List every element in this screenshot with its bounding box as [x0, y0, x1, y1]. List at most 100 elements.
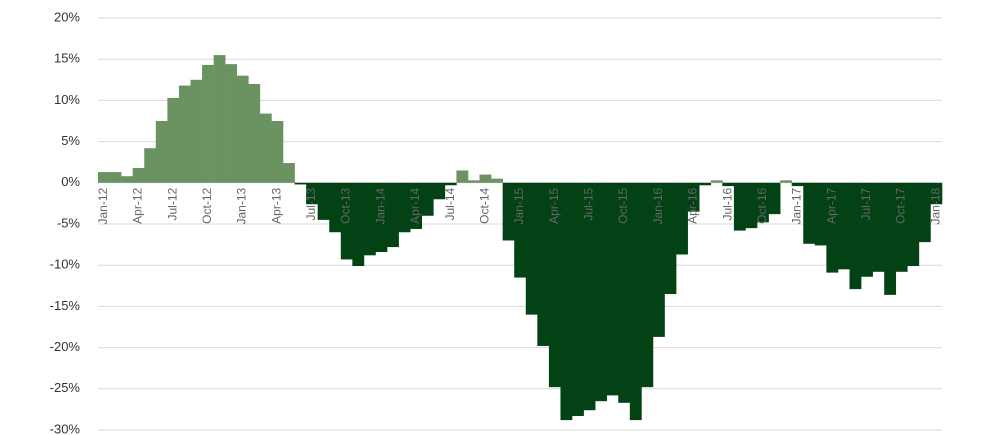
- x-tick-label: Jan-16: [651, 187, 665, 224]
- bar: [525, 182, 538, 315]
- x-tick-label: Apr-14: [408, 187, 422, 223]
- bar: [121, 176, 133, 183]
- bar: [895, 182, 908, 272]
- bar: [560, 182, 573, 421]
- x-tick-label: Apr-12: [131, 187, 145, 223]
- x-tick-label: Oct-12: [200, 187, 214, 223]
- bar: [363, 182, 376, 256]
- x-tick-label: Jan-18: [928, 187, 942, 224]
- x-tick-label: Apr-16: [686, 187, 700, 223]
- bar: [433, 182, 446, 200]
- bar: [595, 182, 608, 402]
- bar: [884, 182, 897, 295]
- bar: [352, 182, 365, 267]
- bar: [306, 182, 318, 205]
- bar: [340, 182, 353, 260]
- bar: [410, 182, 423, 229]
- bar: [537, 182, 550, 346]
- labels: -30% -25% -20% -15% -10% -5% 0% 5% 10% 15% 20% Jan-…: [50, 9, 943, 435]
- y-tick-label: 20%: [54, 9, 80, 24]
- bar: [722, 182, 735, 187]
- bar: [514, 182, 527, 278]
- x-tick-label: Oct-17: [894, 187, 908, 223]
- x-tick-label: Oct-16: [755, 187, 769, 223]
- bar: [375, 182, 388, 253]
- bar: [768, 182, 781, 215]
- bar: [98, 172, 110, 183]
- bar: [641, 182, 654, 388]
- x-tick-label: Oct-15: [616, 187, 630, 223]
- bars: [98, 55, 943, 421]
- bar: [572, 182, 584, 416]
- y-tick-label: 5%: [61, 133, 80, 148]
- bar: [225, 64, 238, 183]
- bar: [803, 182, 816, 244]
- bar: [814, 182, 827, 246]
- bar: [849, 182, 862, 290]
- bar: [213, 55, 226, 183]
- bar: [826, 182, 839, 273]
- bar: [930, 182, 943, 205]
- bar: [271, 121, 284, 183]
- bar: [757, 182, 769, 223]
- y-tick-label: -10%: [50, 257, 81, 272]
- bar: [155, 121, 168, 183]
- y-tick-label: 10%: [54, 92, 80, 107]
- y-tick-label: -20%: [50, 339, 81, 354]
- x-tick-label: Jan-17: [790, 187, 804, 224]
- bar: [167, 97, 180, 183]
- bar: [676, 182, 688, 255]
- bar: [872, 182, 885, 272]
- x-tick-label: Jul-15: [582, 187, 596, 220]
- bar: [606, 182, 619, 396]
- x-tick-label: Jul-12: [165, 187, 179, 220]
- bar: [918, 182, 931, 243]
- x-tick-label: Apr-13: [269, 187, 283, 223]
- bar: [629, 182, 642, 421]
- bar: [387, 182, 399, 248]
- bar: [618, 182, 631, 403]
- x-tick-label: Apr-17: [824, 187, 838, 223]
- bar: [259, 113, 272, 183]
- bar: [109, 172, 122, 183]
- x-tick-label: Jan-15: [512, 187, 526, 224]
- x-tick-label: Jan-12: [96, 187, 110, 224]
- bar: [329, 182, 342, 233]
- bar: [548, 182, 561, 388]
- bar: [664, 182, 677, 295]
- bar: [479, 174, 492, 183]
- bar: [456, 170, 469, 183]
- bar: [398, 182, 411, 233]
- bar: [178, 85, 191, 183]
- x-tick-label: Jul-16: [720, 187, 734, 220]
- bar: [687, 182, 700, 212]
- bar: [652, 182, 665, 337]
- bar: [144, 148, 157, 183]
- x-tick-label: Jan-13: [235, 187, 249, 224]
- x-tick-label: Oct-13: [339, 187, 353, 223]
- y-tick-label: -5%: [57, 215, 81, 230]
- bar: [791, 182, 804, 187]
- y-tick-label: 0%: [61, 174, 80, 189]
- x-tick-label: Apr-15: [547, 187, 561, 223]
- bar: [733, 182, 746, 231]
- y-tick-label: 15%: [54, 51, 80, 66]
- bar: [132, 167, 145, 183]
- x-tick-label: Oct-14: [477, 187, 491, 223]
- bar: [282, 163, 295, 183]
- bar: [699, 182, 712, 186]
- bar: [745, 182, 758, 229]
- x-tick-label: Jan-14: [373, 187, 387, 224]
- bar: [780, 180, 792, 183]
- y-tick-label: -25%: [50, 380, 81, 395]
- bar: [444, 182, 457, 186]
- bar: [202, 64, 214, 183]
- bar: [248, 83, 261, 183]
- bar: [861, 182, 873, 277]
- bar: [491, 178, 503, 183]
- bar: [236, 75, 249, 183]
- y-tick-label: -15%: [50, 298, 81, 313]
- bar: [837, 182, 850, 270]
- x-tick-label: Jul-17: [859, 187, 873, 220]
